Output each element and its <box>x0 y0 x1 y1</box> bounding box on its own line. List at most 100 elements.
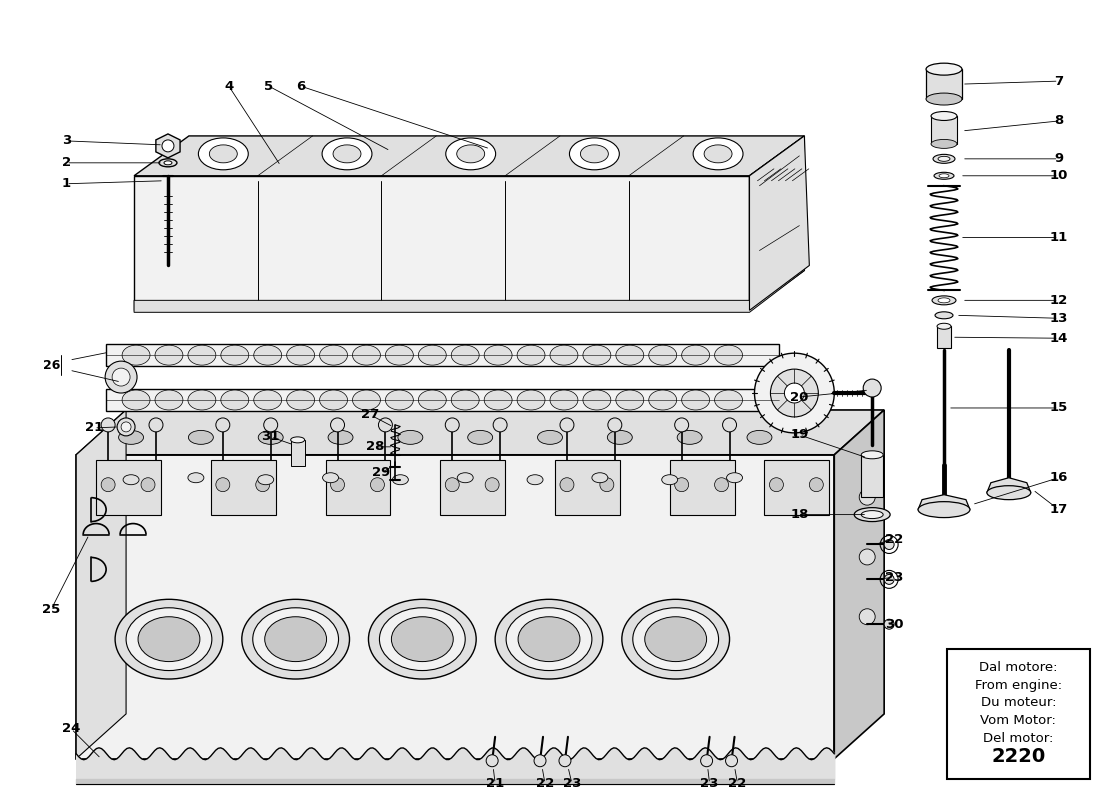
Text: 2: 2 <box>62 156 70 170</box>
Text: 26: 26 <box>43 358 60 372</box>
Ellipse shape <box>506 608 592 670</box>
Text: 18: 18 <box>790 508 808 521</box>
Ellipse shape <box>932 296 956 305</box>
Polygon shape <box>749 136 810 310</box>
Circle shape <box>723 418 737 432</box>
Ellipse shape <box>368 599 476 679</box>
Ellipse shape <box>122 390 150 410</box>
Circle shape <box>121 422 131 432</box>
Ellipse shape <box>918 502 970 518</box>
Ellipse shape <box>678 430 702 444</box>
Circle shape <box>331 478 344 492</box>
Ellipse shape <box>715 390 742 410</box>
Ellipse shape <box>287 345 315 365</box>
Ellipse shape <box>333 145 361 163</box>
Ellipse shape <box>456 145 485 163</box>
Ellipse shape <box>398 430 422 444</box>
Ellipse shape <box>550 390 578 410</box>
Ellipse shape <box>385 390 414 410</box>
Polygon shape <box>134 136 804 176</box>
Ellipse shape <box>538 430 562 444</box>
Circle shape <box>331 418 344 432</box>
Ellipse shape <box>935 312 953 318</box>
Circle shape <box>534 754 546 766</box>
Ellipse shape <box>392 617 453 662</box>
Circle shape <box>264 418 277 432</box>
Polygon shape <box>106 389 780 411</box>
Circle shape <box>446 478 459 492</box>
Circle shape <box>560 478 574 492</box>
Ellipse shape <box>518 617 580 662</box>
Circle shape <box>769 478 783 492</box>
Circle shape <box>560 418 574 432</box>
Circle shape <box>216 478 230 492</box>
Polygon shape <box>106 344 780 366</box>
Circle shape <box>493 418 507 432</box>
Ellipse shape <box>607 430 632 444</box>
Text: 17: 17 <box>1049 503 1068 516</box>
Text: 27: 27 <box>361 409 379 422</box>
Circle shape <box>864 379 881 397</box>
Ellipse shape <box>926 63 962 75</box>
Text: 21: 21 <box>486 777 504 790</box>
Ellipse shape <box>861 510 883 518</box>
Ellipse shape <box>385 345 414 365</box>
Ellipse shape <box>320 345 348 365</box>
Text: 29: 29 <box>372 466 390 479</box>
Polygon shape <box>76 410 884 455</box>
Text: 28: 28 <box>366 440 385 454</box>
Ellipse shape <box>188 473 204 482</box>
Text: Vom Motor:: Vom Motor: <box>980 714 1056 727</box>
Ellipse shape <box>934 172 954 179</box>
Ellipse shape <box>265 617 327 662</box>
Polygon shape <box>918 494 970 510</box>
Circle shape <box>884 619 894 630</box>
Circle shape <box>810 478 823 492</box>
Ellipse shape <box>939 174 949 178</box>
Circle shape <box>784 383 804 403</box>
Text: 15: 15 <box>1049 402 1068 414</box>
Ellipse shape <box>747 430 772 444</box>
Polygon shape <box>987 478 1031 493</box>
Ellipse shape <box>682 345 710 365</box>
Circle shape <box>112 368 130 386</box>
Ellipse shape <box>517 345 544 365</box>
Circle shape <box>101 478 116 492</box>
Polygon shape <box>134 176 749 310</box>
Text: 21: 21 <box>85 422 103 434</box>
Ellipse shape <box>926 93 962 105</box>
Circle shape <box>141 478 155 492</box>
Ellipse shape <box>987 486 1031 500</box>
Text: 13: 13 <box>1049 312 1068 325</box>
Ellipse shape <box>253 608 339 670</box>
Circle shape <box>674 418 689 432</box>
Ellipse shape <box>221 390 249 410</box>
Text: 22: 22 <box>886 533 903 546</box>
Circle shape <box>117 418 135 436</box>
Ellipse shape <box>855 508 890 522</box>
Text: 8: 8 <box>1054 114 1064 127</box>
Text: Del motor:: Del motor: <box>983 732 1054 746</box>
Ellipse shape <box>322 138 372 170</box>
Text: 31: 31 <box>262 430 279 443</box>
Ellipse shape <box>257 474 274 485</box>
Text: 30: 30 <box>884 618 903 630</box>
Ellipse shape <box>418 390 447 410</box>
Ellipse shape <box>621 599 729 679</box>
Ellipse shape <box>379 608 465 670</box>
Ellipse shape <box>693 138 742 170</box>
Circle shape <box>378 418 393 432</box>
Ellipse shape <box>287 390 315 410</box>
Text: 22: 22 <box>728 777 747 790</box>
Ellipse shape <box>649 345 676 365</box>
Circle shape <box>674 478 689 492</box>
Bar <box>947 649 1090 778</box>
Bar <box>290 440 305 466</box>
Bar <box>670 460 735 514</box>
Circle shape <box>884 574 894 584</box>
Text: eurospares: eurospares <box>175 503 386 536</box>
Ellipse shape <box>119 430 143 444</box>
Text: 7: 7 <box>1054 74 1064 88</box>
Ellipse shape <box>242 599 350 679</box>
Ellipse shape <box>322 473 339 482</box>
